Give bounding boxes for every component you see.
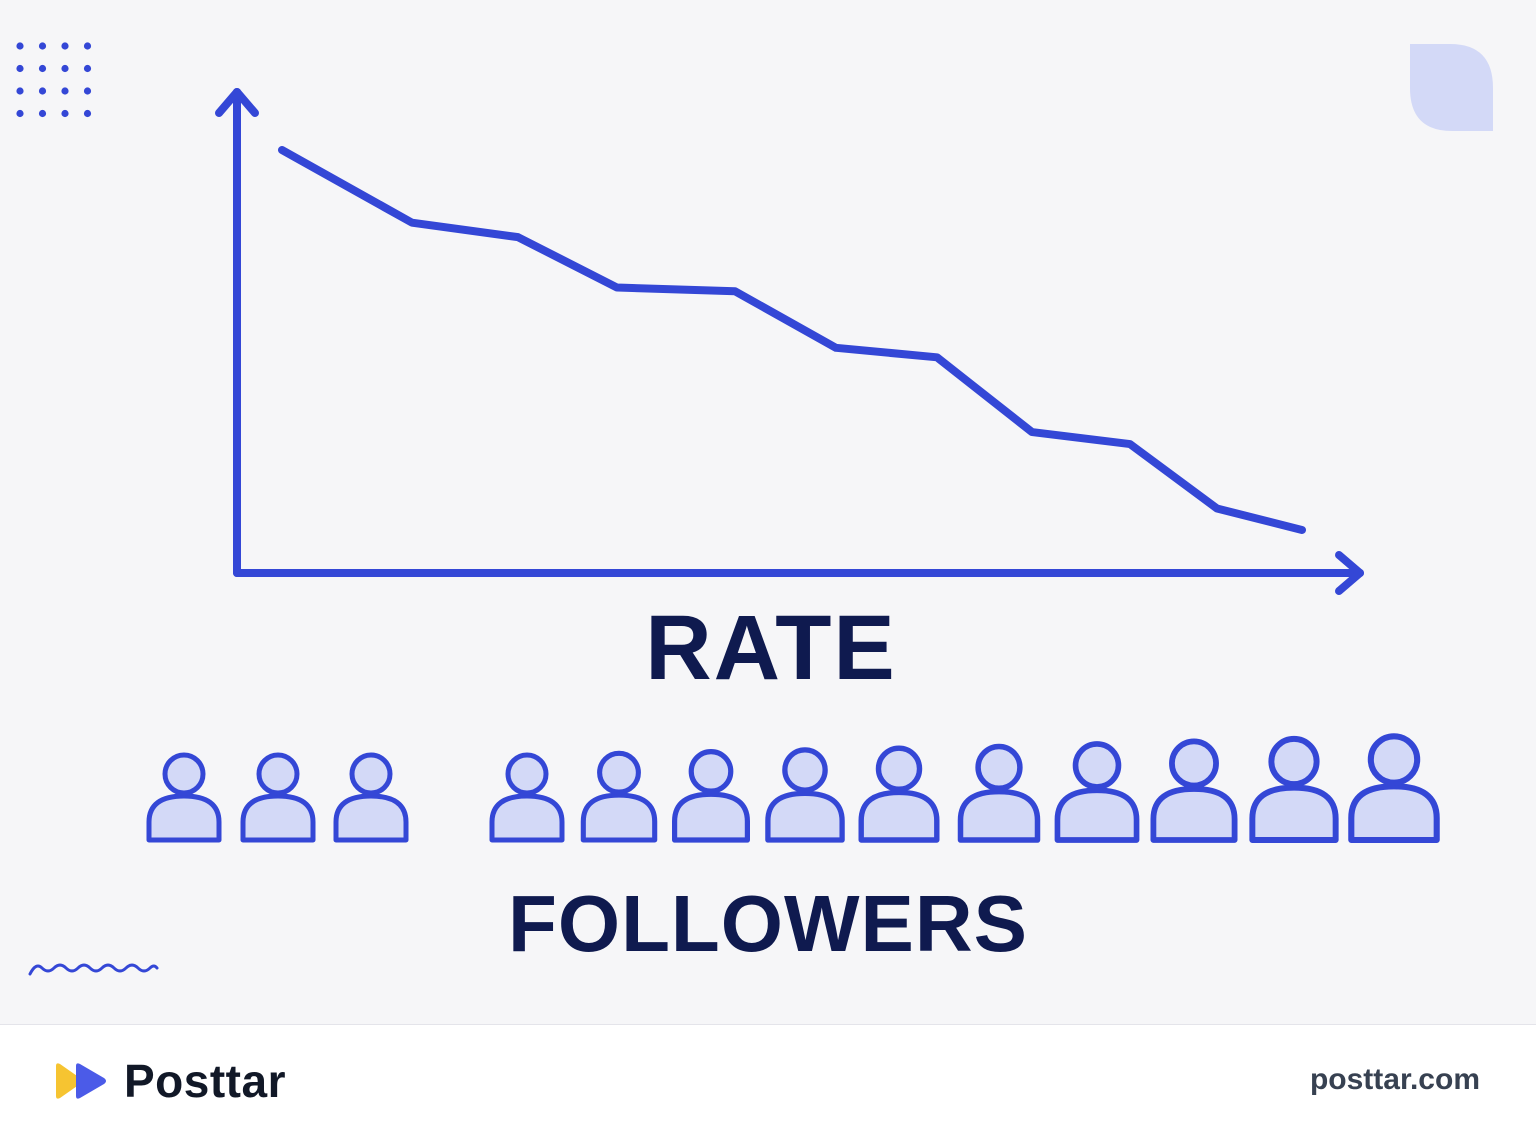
- followers-row: [146, 733, 1440, 844]
- person-icon: [765, 747, 845, 843]
- brand-logo[interactable]: Posttar: [54, 1053, 286, 1109]
- site-url[interactable]: posttar.com: [1309, 1063, 1480, 1096]
- rate-label: RATE: [645, 597, 897, 699]
- person-icon: [1348, 733, 1440, 844]
- brand-name: Posttar: [124, 1055, 286, 1107]
- person-icon: [333, 752, 409, 843]
- decor-dot: [38, 64, 47, 73]
- person-icon: [1249, 735, 1339, 843]
- person-icon: [240, 752, 316, 843]
- diagram-canvas: RATE FOLLOWERS: [16, 42, 1493, 976]
- squiggle-decoration: [28, 963, 159, 976]
- person-icon: [489, 752, 565, 843]
- person-icon: [580, 750, 658, 843]
- decor-dot: [83, 109, 92, 118]
- footer-bar: Posttar posttar.com: [0, 1024, 1536, 1136]
- decor-dot: [61, 109, 69, 118]
- decor-dot: [38, 87, 47, 95]
- dot-grid-decoration: [16, 42, 92, 118]
- decor-dot: [38, 42, 47, 50]
- decor-dot: [61, 87, 69, 95]
- trend-line: [278, 146, 1306, 534]
- leaf-decoration: [1410, 44, 1493, 131]
- x-axis-arrow: [1335, 551, 1364, 595]
- trend-points: [281, 149, 1303, 531]
- decor-dot: [16, 42, 24, 50]
- y-axis-arrow: [215, 88, 259, 117]
- person-icon: [1150, 738, 1238, 843]
- play-forward-icon: [56, 1063, 106, 1099]
- decor-dot: [61, 64, 69, 73]
- decor-dot: [83, 42, 92, 50]
- followers-label: FOLLOWERS: [507, 879, 1029, 968]
- decor-dot: [38, 109, 47, 118]
- decor-dot: [61, 42, 69, 50]
- person-icon: [858, 745, 940, 843]
- person-icon: [1054, 741, 1140, 843]
- person-icon: [957, 743, 1041, 843]
- decor-dot: [16, 87, 24, 95]
- decor-dot: [83, 87, 92, 95]
- person-icon: [672, 749, 750, 843]
- decor-dot: [16, 109, 24, 118]
- decor-dot: [83, 64, 92, 73]
- person-icon: [146, 752, 222, 843]
- diagram-svg: [16, 42, 1493, 976]
- decor-dot: [16, 64, 24, 73]
